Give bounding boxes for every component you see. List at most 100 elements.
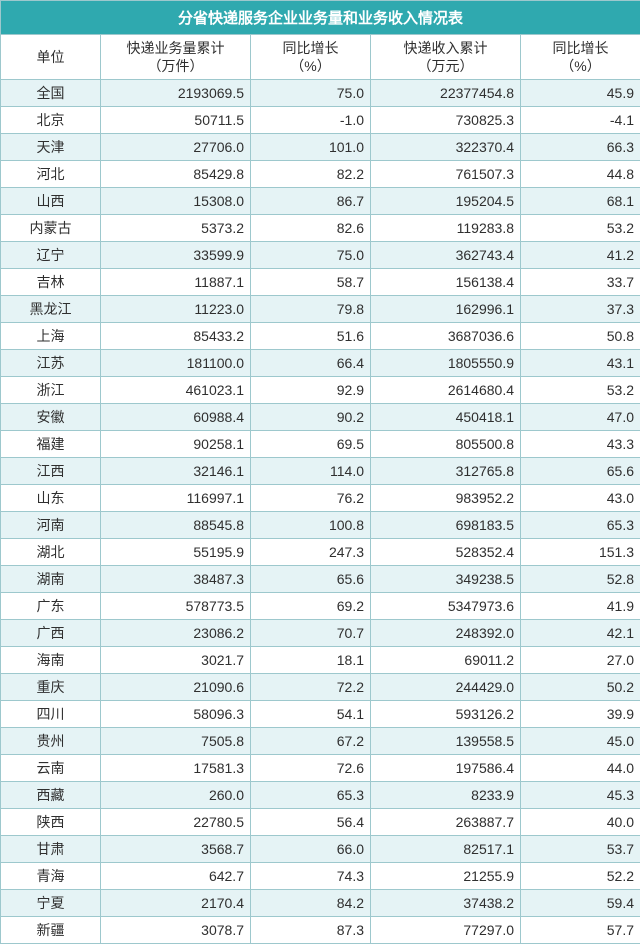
cell-value: 21255.9 xyxy=(371,863,521,890)
cell-value: 2170.4 xyxy=(101,890,251,917)
cell-value: 260.0 xyxy=(101,782,251,809)
table-row: 浙江461023.192.92614680.453.2 xyxy=(1,377,640,404)
cell-unit: 辽宁 xyxy=(1,242,101,269)
cell-value: 197586.4 xyxy=(371,755,521,782)
cell-value: 92.9 xyxy=(251,377,371,404)
cell-value: 50.8 xyxy=(521,323,640,350)
table-row: 广东578773.569.25347973.641.9 xyxy=(1,593,640,620)
cell-unit: 上海 xyxy=(1,323,101,350)
cell-unit: 重庆 xyxy=(1,674,101,701)
cell-value: 66.4 xyxy=(251,350,371,377)
cell-unit: 河南 xyxy=(1,512,101,539)
cell-unit: 广西 xyxy=(1,620,101,647)
table-row: 西藏260.065.38233.945.3 xyxy=(1,782,640,809)
cell-value: 139558.5 xyxy=(371,728,521,755)
table-row: 北京50711.5-1.0730825.3-4.1 xyxy=(1,107,640,134)
cell-value: 87.3 xyxy=(251,917,371,944)
cell-value: 450418.1 xyxy=(371,404,521,431)
table-row: 青海642.774.321255.952.2 xyxy=(1,863,640,890)
cell-unit: 湖南 xyxy=(1,566,101,593)
col-header-volume: 快递业务量累计（万件） xyxy=(101,35,251,80)
cell-value: 698183.5 xyxy=(371,512,521,539)
cell-value: 90.2 xyxy=(251,404,371,431)
table-body: 全国2193069.575.022377454.845.9北京50711.5-1… xyxy=(1,80,640,944)
table-row: 安徽60988.490.2450418.147.0 xyxy=(1,404,640,431)
cell-value: 3078.7 xyxy=(101,917,251,944)
cell-unit: 吉林 xyxy=(1,269,101,296)
cell-value: 79.8 xyxy=(251,296,371,323)
cell-value: 32146.1 xyxy=(101,458,251,485)
cell-value: 18.1 xyxy=(251,647,371,674)
cell-value: 1805550.9 xyxy=(371,350,521,377)
table-row: 河北85429.882.2761507.344.8 xyxy=(1,161,640,188)
cell-value: 77297.0 xyxy=(371,917,521,944)
cell-value: 69011.2 xyxy=(371,647,521,674)
table-row: 天津27706.0101.0322370.466.3 xyxy=(1,134,640,161)
cell-value: 11223.0 xyxy=(101,296,251,323)
cell-value: 59.4 xyxy=(521,890,640,917)
table-row: 宁夏2170.484.237438.259.4 xyxy=(1,890,640,917)
cell-value: 805500.8 xyxy=(371,431,521,458)
cell-value: 70.7 xyxy=(251,620,371,647)
table-container: 分省快递服务企业业务量和业务收入情况表 单位 快递业务量累计（万件） 同比增长（… xyxy=(0,0,640,944)
cell-value: 65.3 xyxy=(251,782,371,809)
cell-unit: 河北 xyxy=(1,161,101,188)
cell-value: 85429.8 xyxy=(101,161,251,188)
cell-value: 41.9 xyxy=(521,593,640,620)
cell-unit: 山东 xyxy=(1,485,101,512)
table-row: 全国2193069.575.022377454.845.9 xyxy=(1,80,640,107)
cell-value: 39.9 xyxy=(521,701,640,728)
cell-value: 69.2 xyxy=(251,593,371,620)
cell-value: 263887.7 xyxy=(371,809,521,836)
cell-value: 7505.8 xyxy=(101,728,251,755)
cell-value: -1.0 xyxy=(251,107,371,134)
table-row: 甘肃3568.766.082517.153.7 xyxy=(1,836,640,863)
cell-value: 101.0 xyxy=(251,134,371,161)
table-row: 山西15308.086.7195204.568.1 xyxy=(1,188,640,215)
cell-unit: 西藏 xyxy=(1,782,101,809)
cell-value: 65.3 xyxy=(521,512,640,539)
cell-value: 82.6 xyxy=(251,215,371,242)
cell-unit: 浙江 xyxy=(1,377,101,404)
cell-value: 312765.8 xyxy=(371,458,521,485)
cell-value: 983952.2 xyxy=(371,485,521,512)
cell-unit: 黑龙江 xyxy=(1,296,101,323)
cell-value: 53.2 xyxy=(521,215,640,242)
cell-value: 66.3 xyxy=(521,134,640,161)
cell-value: 2614680.4 xyxy=(371,377,521,404)
cell-value: 151.3 xyxy=(521,539,640,566)
cell-unit: 甘肃 xyxy=(1,836,101,863)
cell-value: 15308.0 xyxy=(101,188,251,215)
cell-value: 72.2 xyxy=(251,674,371,701)
cell-value: 17581.3 xyxy=(101,755,251,782)
cell-value: 67.2 xyxy=(251,728,371,755)
cell-value: 3568.7 xyxy=(101,836,251,863)
cell-value: 90258.1 xyxy=(101,431,251,458)
table-row: 新疆3078.787.377297.057.7 xyxy=(1,917,640,944)
cell-value: 47.0 xyxy=(521,404,640,431)
cell-value: 45.3 xyxy=(521,782,640,809)
data-table: 分省快递服务企业业务量和业务收入情况表 单位 快递业务量累计（万件） 同比增长（… xyxy=(0,0,640,944)
cell-value: 322370.4 xyxy=(371,134,521,161)
cell-unit: 安徽 xyxy=(1,404,101,431)
cell-value: 37438.2 xyxy=(371,890,521,917)
cell-value: 22780.5 xyxy=(101,809,251,836)
cell-value: 40.0 xyxy=(521,809,640,836)
col-header-unit: 单位 xyxy=(1,35,101,80)
title-row: 分省快递服务企业业务量和业务收入情况表 xyxy=(1,1,640,35)
cell-value: 43.1 xyxy=(521,350,640,377)
cell-value: 244429.0 xyxy=(371,674,521,701)
cell-value: 52.8 xyxy=(521,566,640,593)
table-row: 陕西22780.556.4263887.740.0 xyxy=(1,809,640,836)
cell-value: 578773.5 xyxy=(101,593,251,620)
cell-value: 23086.2 xyxy=(101,620,251,647)
cell-value: 68.1 xyxy=(521,188,640,215)
cell-value: 5347973.6 xyxy=(371,593,521,620)
cell-unit: 贵州 xyxy=(1,728,101,755)
cell-unit: 全国 xyxy=(1,80,101,107)
cell-unit: 四川 xyxy=(1,701,101,728)
cell-value: 593126.2 xyxy=(371,701,521,728)
table-row: 海南3021.718.169011.227.0 xyxy=(1,647,640,674)
cell-unit: 山西 xyxy=(1,188,101,215)
cell-value: 761507.3 xyxy=(371,161,521,188)
